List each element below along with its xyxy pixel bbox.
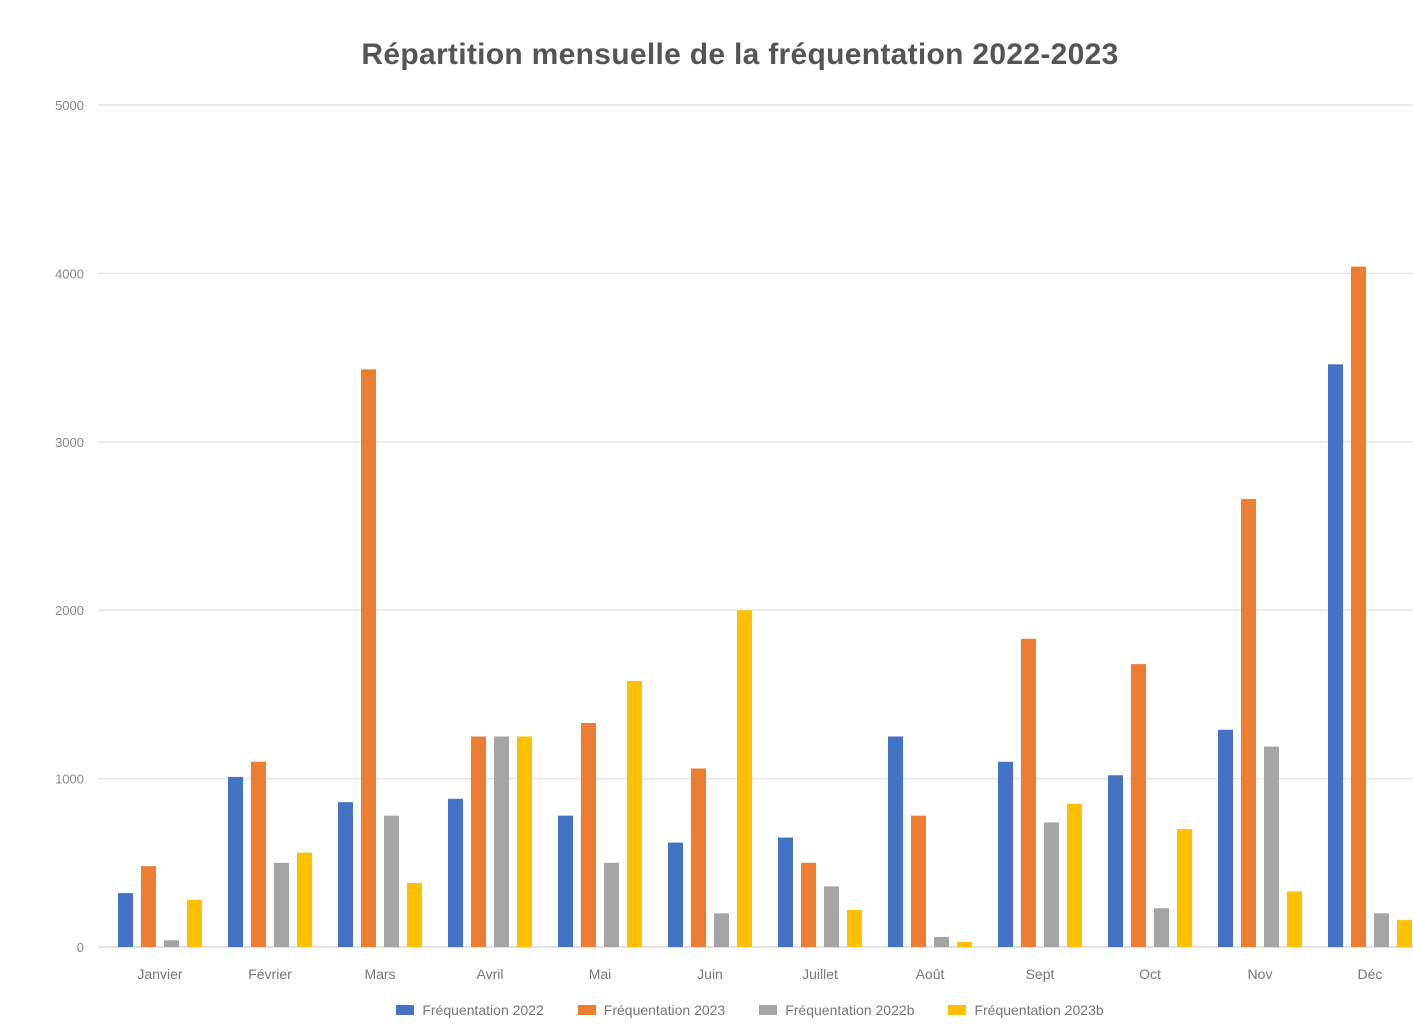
bar [691, 768, 706, 947]
bar [824, 886, 839, 947]
bar [581, 723, 596, 947]
bar [998, 761, 1013, 947]
x-tick-label: Mai [589, 966, 612, 982]
x-tick-label: Août [916, 966, 945, 982]
x-tick-label: Oct [1139, 966, 1161, 982]
x-tick-label: Mars [364, 966, 395, 982]
bar [1287, 891, 1302, 947]
bar [274, 862, 289, 947]
bar [1154, 908, 1169, 947]
bar [338, 802, 353, 947]
bar [164, 940, 179, 947]
legend-label: Fréquentation 2022 [422, 1002, 544, 1018]
bar [1177, 829, 1192, 947]
bar [1241, 499, 1256, 947]
x-tick-label: Sept [1026, 966, 1055, 982]
bar [934, 936, 949, 947]
legend-label: Fréquentation 2023b [974, 1002, 1104, 1018]
x-tick-label: Février [248, 966, 292, 982]
y-tick-label: 3000 [55, 435, 84, 450]
bar [1021, 638, 1036, 947]
y-tick-label: 2000 [55, 603, 84, 618]
bar [187, 899, 202, 947]
chart-legend: Fréquentation 2022 Fréquentation 2023 Fréq… [300, 1002, 1200, 1018]
bar [1351, 266, 1366, 947]
bar [517, 736, 532, 947]
legend-swatch [759, 1005, 778, 1015]
bar [714, 913, 729, 947]
y-tick-label: 0 [77, 940, 84, 955]
bar [604, 862, 619, 947]
bar [1328, 364, 1343, 947]
x-tick-label: Nov [1248, 966, 1273, 982]
legend-label: Fréquentation 2023 [603, 1002, 726, 1018]
legend-item: Fréquentation 2022b [759, 1002, 914, 1018]
x-tick-label: Janvier [137, 966, 182, 982]
bar [1218, 729, 1233, 947]
bar [251, 761, 266, 947]
bar [1108, 775, 1123, 947]
bar [1264, 746, 1279, 947]
bar [297, 852, 312, 947]
bar [911, 815, 926, 947]
x-tick-label: Déc [1358, 966, 1383, 982]
bar [141, 866, 156, 947]
legend-swatch [948, 1005, 967, 1015]
bar [847, 909, 862, 947]
bar [448, 798, 463, 947]
bar [1397, 920, 1412, 947]
bar [1374, 913, 1389, 947]
bar [118, 893, 133, 947]
y-tick-label: 4000 [55, 266, 84, 281]
x-tick-label: Avril [477, 966, 504, 982]
bar [957, 941, 972, 947]
bar [801, 862, 816, 947]
bar [1044, 822, 1059, 947]
bar [558, 815, 573, 947]
legend-item: Fréquentation 2023b [948, 1002, 1104, 1018]
x-tick-label: Juillet [802, 966, 838, 982]
legend-swatch [577, 1005, 596, 1015]
chart-title: Répartition mensuelle de la fréquentatio… [361, 38, 1119, 71]
bar [471, 736, 486, 947]
bar [228, 776, 243, 947]
bar [407, 883, 422, 947]
x-tick-label: Juin [697, 966, 723, 982]
bar [384, 815, 399, 947]
legend-item: Fréquentation 2022 [396, 1002, 544, 1018]
legend-swatch [396, 1005, 415, 1015]
bar [668, 842, 683, 947]
y-tick-label: 5000 [55, 98, 84, 113]
bar [1067, 803, 1082, 947]
bar [627, 680, 642, 947]
bar [1131, 664, 1146, 947]
legend-item: Fréquentation 2023 [577, 1002, 726, 1018]
bar [888, 736, 903, 947]
bar [494, 736, 509, 947]
bar [361, 369, 376, 947]
legend-label: Fréquentation 2022b [785, 1002, 915, 1018]
bar [737, 610, 752, 947]
bar [778, 837, 793, 947]
y-tick-label: 1000 [55, 772, 84, 787]
